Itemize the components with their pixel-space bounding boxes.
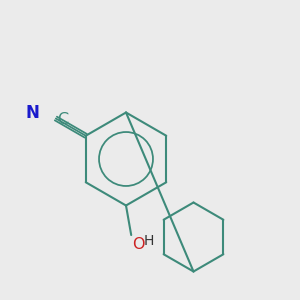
Text: N: N: [26, 103, 39, 122]
Text: O: O: [132, 236, 145, 251]
Text: H: H: [143, 234, 154, 248]
Text: C: C: [57, 112, 68, 127]
